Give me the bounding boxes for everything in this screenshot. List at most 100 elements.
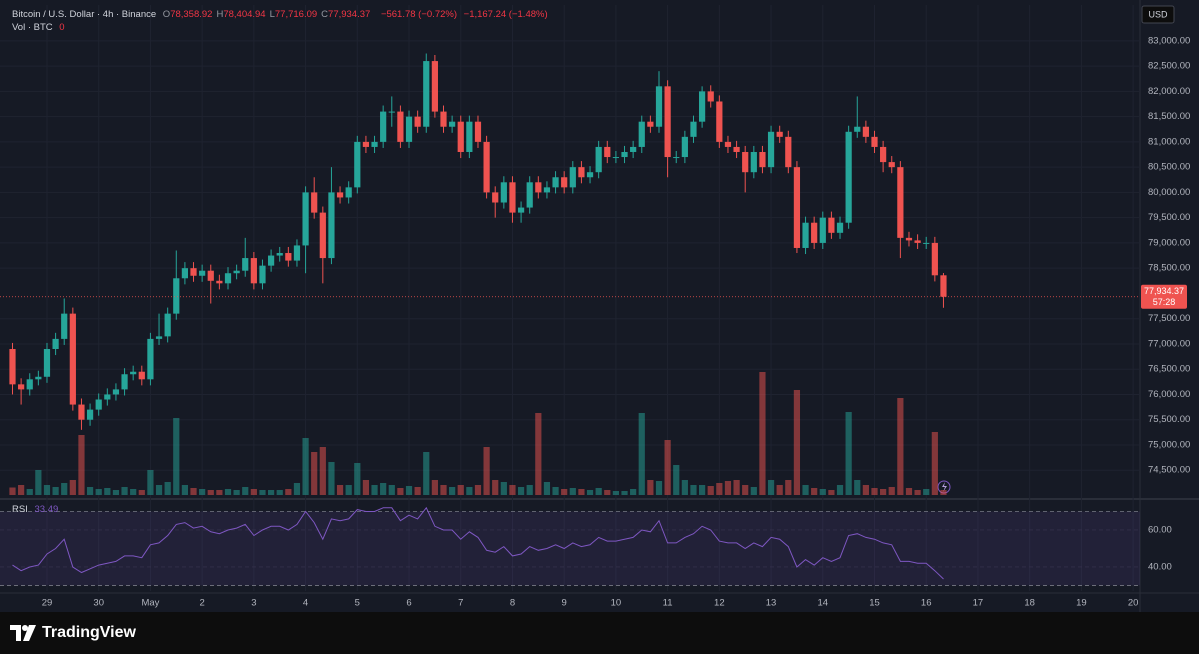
candle-body xyxy=(61,313,68,339)
candle-body xyxy=(854,126,861,132)
volume-bar xyxy=(647,480,654,495)
volume-bar xyxy=(423,452,430,495)
candle-body xyxy=(578,167,585,178)
x-tick-label: May xyxy=(141,598,159,609)
candle-body xyxy=(681,136,688,158)
y-tick-label: 75,500.00 xyxy=(1148,414,1190,425)
volume-bar xyxy=(552,487,559,495)
volume-bar xyxy=(905,488,913,495)
volume-bar xyxy=(621,491,628,495)
volume-bar xyxy=(819,489,826,495)
candle-body xyxy=(509,182,516,213)
volume-bar xyxy=(517,487,525,495)
x-tick-label: 12 xyxy=(714,598,725,609)
volume-bar xyxy=(190,488,197,495)
volume-bar xyxy=(698,485,706,495)
volume-bar xyxy=(897,398,904,495)
candle-body xyxy=(95,399,102,410)
candle-body xyxy=(880,146,887,163)
volume-bar xyxy=(561,489,568,495)
candle-body xyxy=(138,371,145,380)
symbol: Bitcoin / U.S. Dollar · 4h · Binance xyxy=(12,9,157,20)
candle-body xyxy=(724,141,732,147)
volume-value: 0 xyxy=(59,22,65,33)
candle-body xyxy=(793,167,801,248)
volume-bar xyxy=(586,490,594,495)
change: −561.78 (−0.72%) xyxy=(380,9,457,20)
candle-body xyxy=(181,268,189,279)
candle-body xyxy=(457,121,464,152)
rsi-header: RSI 33.49 xyxy=(12,504,62,515)
candle-body xyxy=(345,187,352,198)
volume-bar xyxy=(630,489,637,495)
volume-bar xyxy=(612,491,620,495)
volume-label: Vol · BTC xyxy=(12,22,53,33)
brand: TradingView xyxy=(42,624,136,641)
y-tick-label: 76,000.00 xyxy=(1148,389,1190,400)
currency-box[interactable] xyxy=(1141,5,1175,24)
rsi-band-fill xyxy=(0,511,1140,586)
volume-bar xyxy=(569,488,576,495)
x-tick-label: 2 xyxy=(199,598,204,609)
candle-body xyxy=(552,177,559,188)
volume-bar xyxy=(207,490,214,495)
volume-bar xyxy=(9,487,16,495)
volume-bar xyxy=(112,490,120,495)
candle-body xyxy=(776,131,783,137)
volume-bar xyxy=(121,487,128,495)
volume-bar xyxy=(224,489,232,495)
y-tick-label: 77,500.00 xyxy=(1148,313,1190,324)
event-icon-bolt xyxy=(942,482,947,492)
change: −1,167.24 (−1.48%) xyxy=(463,9,548,20)
volume-bar xyxy=(371,485,378,495)
candle-body xyxy=(931,242,938,276)
volume-bar xyxy=(86,487,94,495)
ohlc-value: 78,404.94 xyxy=(223,9,266,20)
volume-bar xyxy=(457,485,464,495)
candle-body xyxy=(43,348,51,377)
y-tick-label: 75,000.00 xyxy=(1148,439,1190,450)
y-tick-label: 77,000.00 xyxy=(1148,338,1190,349)
rsi-line xyxy=(12,506,944,580)
y-tick-label: 79,500.00 xyxy=(1148,212,1190,223)
candle-body xyxy=(190,268,197,276)
volume-bar xyxy=(242,487,249,495)
volume-header: Vol · BTC 0 xyxy=(12,22,69,33)
volume-bar xyxy=(483,447,490,495)
candle-body xyxy=(35,376,42,380)
volume-bar xyxy=(388,485,395,495)
x-tick-label: 14 xyxy=(817,598,828,609)
candle-body xyxy=(52,338,59,349)
candle-body xyxy=(431,61,438,112)
candle-body xyxy=(388,111,395,113)
volume-bar xyxy=(336,485,344,495)
candle-body xyxy=(216,280,223,284)
candle-body xyxy=(759,151,766,168)
candle-body xyxy=(259,265,266,284)
candle-body xyxy=(940,275,947,297)
y-tick-label: 81,500.00 xyxy=(1148,111,1190,122)
candle-body xyxy=(69,313,76,405)
x-tick-label: 9 xyxy=(562,598,567,609)
volume-bar xyxy=(276,490,283,495)
volume-bar xyxy=(492,480,499,495)
volume-bar xyxy=(380,483,387,495)
x-tick-label: 19 xyxy=(1076,598,1087,609)
rsi-tick-label: 40.00 xyxy=(1148,561,1172,572)
candle-body xyxy=(802,222,809,248)
rsi-tick-label: 60.00 xyxy=(1148,524,1172,535)
candle-body xyxy=(285,253,292,261)
candle-body xyxy=(466,121,473,152)
volume-bar xyxy=(173,418,180,495)
ohlc: O78,358.92 H78,404.94 L77,716.09 C77,934.37 xyxy=(163,9,375,20)
volume-bar xyxy=(362,480,370,495)
candle-body xyxy=(354,141,361,188)
volume-bar xyxy=(690,485,697,495)
candle-body xyxy=(104,394,111,400)
volume-bar xyxy=(664,440,671,495)
candle-body xyxy=(828,217,835,233)
volume-bar xyxy=(18,485,25,495)
volume-bar xyxy=(250,489,257,495)
